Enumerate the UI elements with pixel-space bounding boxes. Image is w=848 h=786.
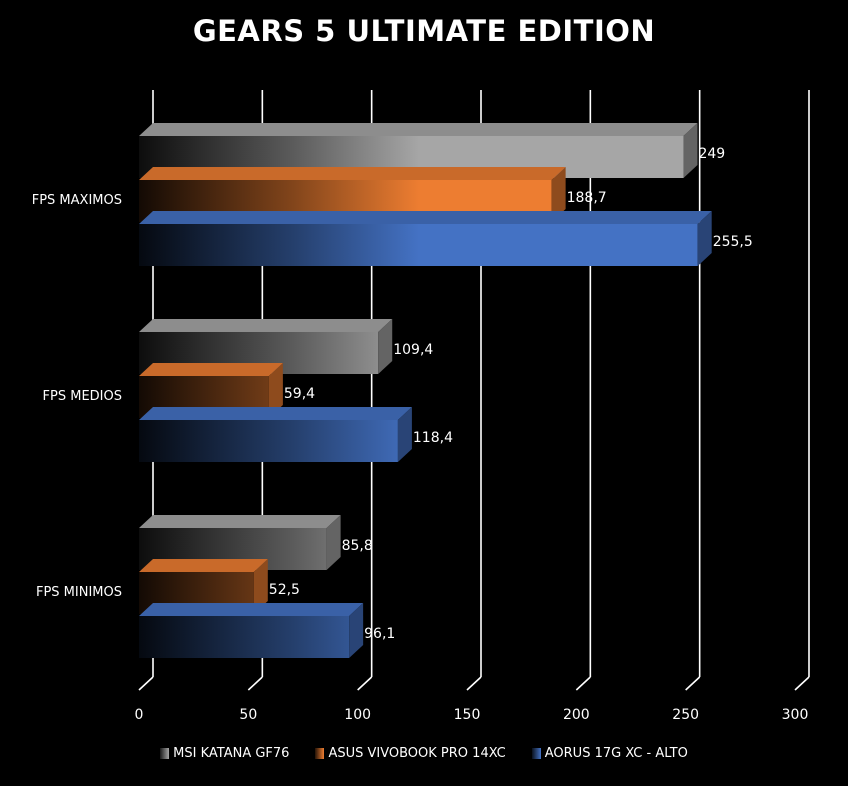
legend-swatch [315,748,325,759]
legend-swatch [531,748,541,759]
category-label: FPS MEDIOS [43,389,122,404]
bar-top-face [139,559,268,572]
bar-end-face [378,319,393,374]
bar-end-face [349,603,364,658]
bar-end-face [683,123,698,178]
labels: 0 50 100 150 200 250 300 FPS MAXIMOS FPS MEDIOS F… [32,146,809,723]
data-label: 59,4 [284,386,315,402]
bar-front-face [139,420,398,462]
bar-front-face [139,616,350,658]
bar-end-face [697,211,712,266]
data-label: 255,5 [713,234,753,250]
bar-end-face [551,167,566,222]
data-label: 109,4 [393,342,433,358]
legend-label: AORUS 17G XC - ALTO [544,746,688,761]
x-tick-label: 150 [454,707,481,723]
data-label: 118,4 [413,430,453,446]
bar-top-face [139,319,393,332]
bar-top-face [139,407,412,420]
legend-item: AORUS 17G XC - ALTO [531,746,688,761]
bar-end-face [326,515,341,570]
x-tick-label: 0 [135,707,144,723]
data-label: 188,7 [567,190,607,206]
gridline-floor [357,676,373,691]
x-tick-label: 100 [344,707,371,723]
gridline-floor [575,676,591,691]
data-label: 52,5 [269,582,300,598]
legend: MSI KATANA GF76 ASUS VIVOBOOK PRO 14XC AOR… [0,746,848,761]
x-tick-label: 250 [672,707,699,723]
gridline-floor [138,676,154,691]
bar [139,407,412,462]
gridline-floor [466,676,482,691]
bar [139,211,712,266]
x-tick-label: 50 [239,707,257,723]
bar-top-face [139,167,566,180]
bar-top-face [139,211,712,224]
bar-end-face [268,363,283,418]
category-label: FPS MINIMOS [36,585,122,600]
data-label: 96,1 [364,626,395,642]
bar [139,603,364,658]
chart-title: GEARS 5 ULTIMATE EDITION [192,14,656,48]
legend-label: MSI KATANA GF76 [173,746,290,761]
x-tick-label: 200 [563,707,590,723]
gridline-floor [685,676,701,691]
bars [139,123,712,658]
bar-end-face [397,407,412,462]
bar-top-face [139,123,698,136]
data-label: 85,8 [342,538,373,554]
gridline-floor [794,676,810,691]
legend-item: MSI KATANA GF76 [160,746,289,761]
bar-front-face [139,224,698,266]
legend-swatch [160,748,170,759]
bar-top-face [139,515,341,528]
x-tick-label: 300 [782,707,809,723]
bar-top-face [139,603,364,616]
legend-item: ASUS VIVOBOOK PRO 14XC [315,746,506,761]
bar-end-face [253,559,268,614]
data-label: 249 [698,146,725,162]
gridline-floor [247,676,263,691]
legend-label: ASUS VIVOBOOK PRO 14XC [328,746,506,761]
bar-top-face [139,363,283,376]
category-label: FPS MAXIMOS [32,193,122,208]
